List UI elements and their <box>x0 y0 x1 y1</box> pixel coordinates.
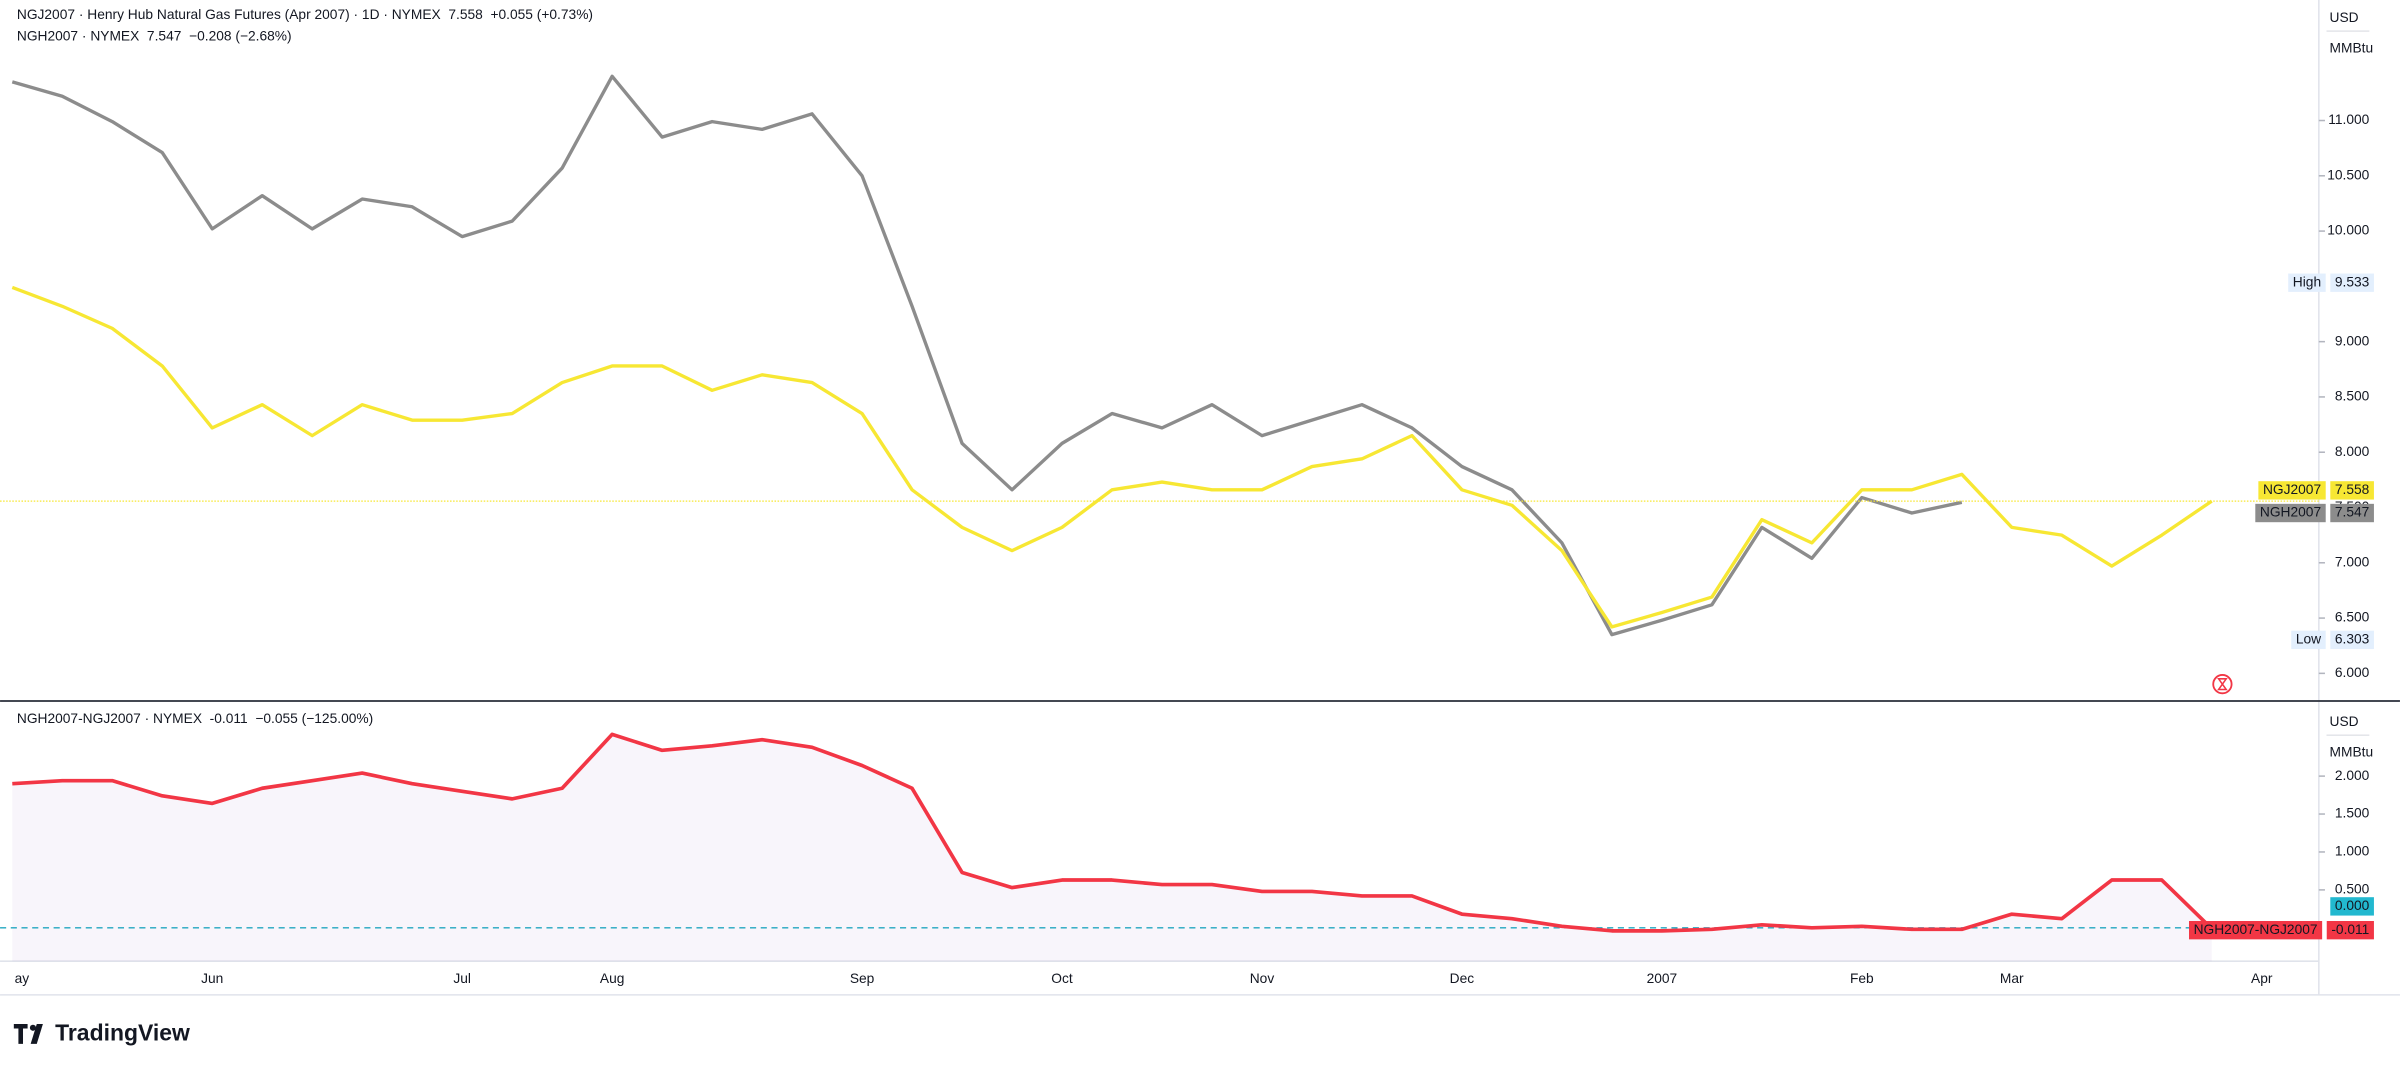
zero-value-tag-bg <box>2330 897 2374 916</box>
last-value-tag-bg <box>2330 481 2374 500</box>
last-value-tag: 7.558 <box>2335 482 2370 497</box>
last-value-tag-bg <box>2330 503 2374 523</box>
x-tick-label: Aug <box>600 971 625 986</box>
currency-label: USD <box>2330 10 2359 25</box>
low-label-bg <box>2291 630 2326 650</box>
series-name-tag-bg <box>2258 481 2326 500</box>
x-tick-label: Jul <box>453 971 471 986</box>
unit-divider <box>2326 734 2370 736</box>
y-tick-label: 2.000 <box>2335 768 2370 783</box>
x-tick-label: Mar <box>2000 971 2024 986</box>
high-value-bg <box>2330 273 2374 292</box>
header-change: +0.055 (+0.73%) <box>490 7 593 22</box>
series-line <box>11 285 2213 629</box>
y-tick-label: 10.000 <box>2327 223 2369 238</box>
y-tick-label: 9.000 <box>2335 333 2370 348</box>
y-tick-label: 6.500 <box>2335 610 2370 625</box>
last-value-tag: 7.547 <box>2335 505 2369 520</box>
y-tick-label: 8.000 <box>2335 444 2370 459</box>
unit-divider <box>2326 30 2370 32</box>
high-value: 9.533 <box>2335 274 2370 289</box>
high-label: High <box>2293 274 2321 289</box>
header-change: −0.055 (−125.00%) <box>255 711 373 726</box>
header-last: 7.547 <box>147 28 181 43</box>
high-label-bg <box>2288 273 2326 292</box>
header-last: -0.011 <box>210 711 248 726</box>
unit-label: MMBtu <box>2330 41 2374 56</box>
low-label: Low <box>2296 631 2321 646</box>
logo-icon <box>13 1023 43 1044</box>
series-name-tag: NGJ2007 <box>2263 482 2321 497</box>
chart-subtitle: NGH2007 · NYMEX <box>17 28 139 43</box>
chart-title: NGH2007-NGJ2007 · NYMEX <box>17 711 202 726</box>
y-tick-label: 0.500 <box>2335 882 2370 897</box>
series-line <box>12 732 2214 933</box>
x-tick-label: Nov <box>1250 971 1275 986</box>
header-change: −0.208 (−2.68%) <box>189 28 292 43</box>
x-tick-label: 2007 <box>1647 971 1678 986</box>
logo-text: TradingView <box>55 1020 190 1046</box>
y-tick-label: 1.000 <box>2335 844 2370 859</box>
y-tick-label: 11.000 <box>2328 112 2369 127</box>
y-tick-label: 10.500 <box>2327 167 2369 182</box>
currency-label: USD <box>2330 714 2359 729</box>
low-value-bg <box>2330 630 2374 650</box>
y-tick-label: 1.500 <box>2335 806 2370 821</box>
series-area <box>12 734 2212 962</box>
zero-value-tag: 0.000 <box>2335 898 2370 913</box>
series-name-tag-bg <box>2189 920 2323 940</box>
replay-icon[interactable] <box>2212 674 2233 695</box>
y-tick-label: 7.000 <box>2335 554 2370 569</box>
x-tick-label: Jun <box>201 971 223 986</box>
series-name-tag: NGH2007-NGJ2007 <box>2194 922 2318 937</box>
x-tick-label: Feb <box>1850 971 1874 986</box>
series-name-tag-bg <box>2255 503 2326 523</box>
series-line <box>11 74 1963 637</box>
x-tick-label: Apr <box>2251 971 2273 986</box>
y-tick-label: 6.000 <box>2335 665 2370 680</box>
x-tick-label: ay <box>15 971 30 986</box>
header-last: 7.558 <box>448 7 483 22</box>
x-tick-label: Sep <box>850 971 875 986</box>
last-value-tag: -0.011 <box>2331 922 2369 937</box>
x-tick-label: Dec <box>1450 971 1475 986</box>
chart-title: NGJ2007 · Henry Hub Natural Gas Futures … <box>17 7 441 22</box>
y-tick-label: 8.500 <box>2335 389 2370 404</box>
unit-label: MMBtu <box>2330 745 2374 760</box>
low-value: 6.303 <box>2335 631 2370 646</box>
last-value-tag-bg <box>2326 920 2374 940</box>
x-tick-label: Oct <box>1051 971 1073 986</box>
series-name-tag: NGH2007 <box>2260 505 2321 520</box>
